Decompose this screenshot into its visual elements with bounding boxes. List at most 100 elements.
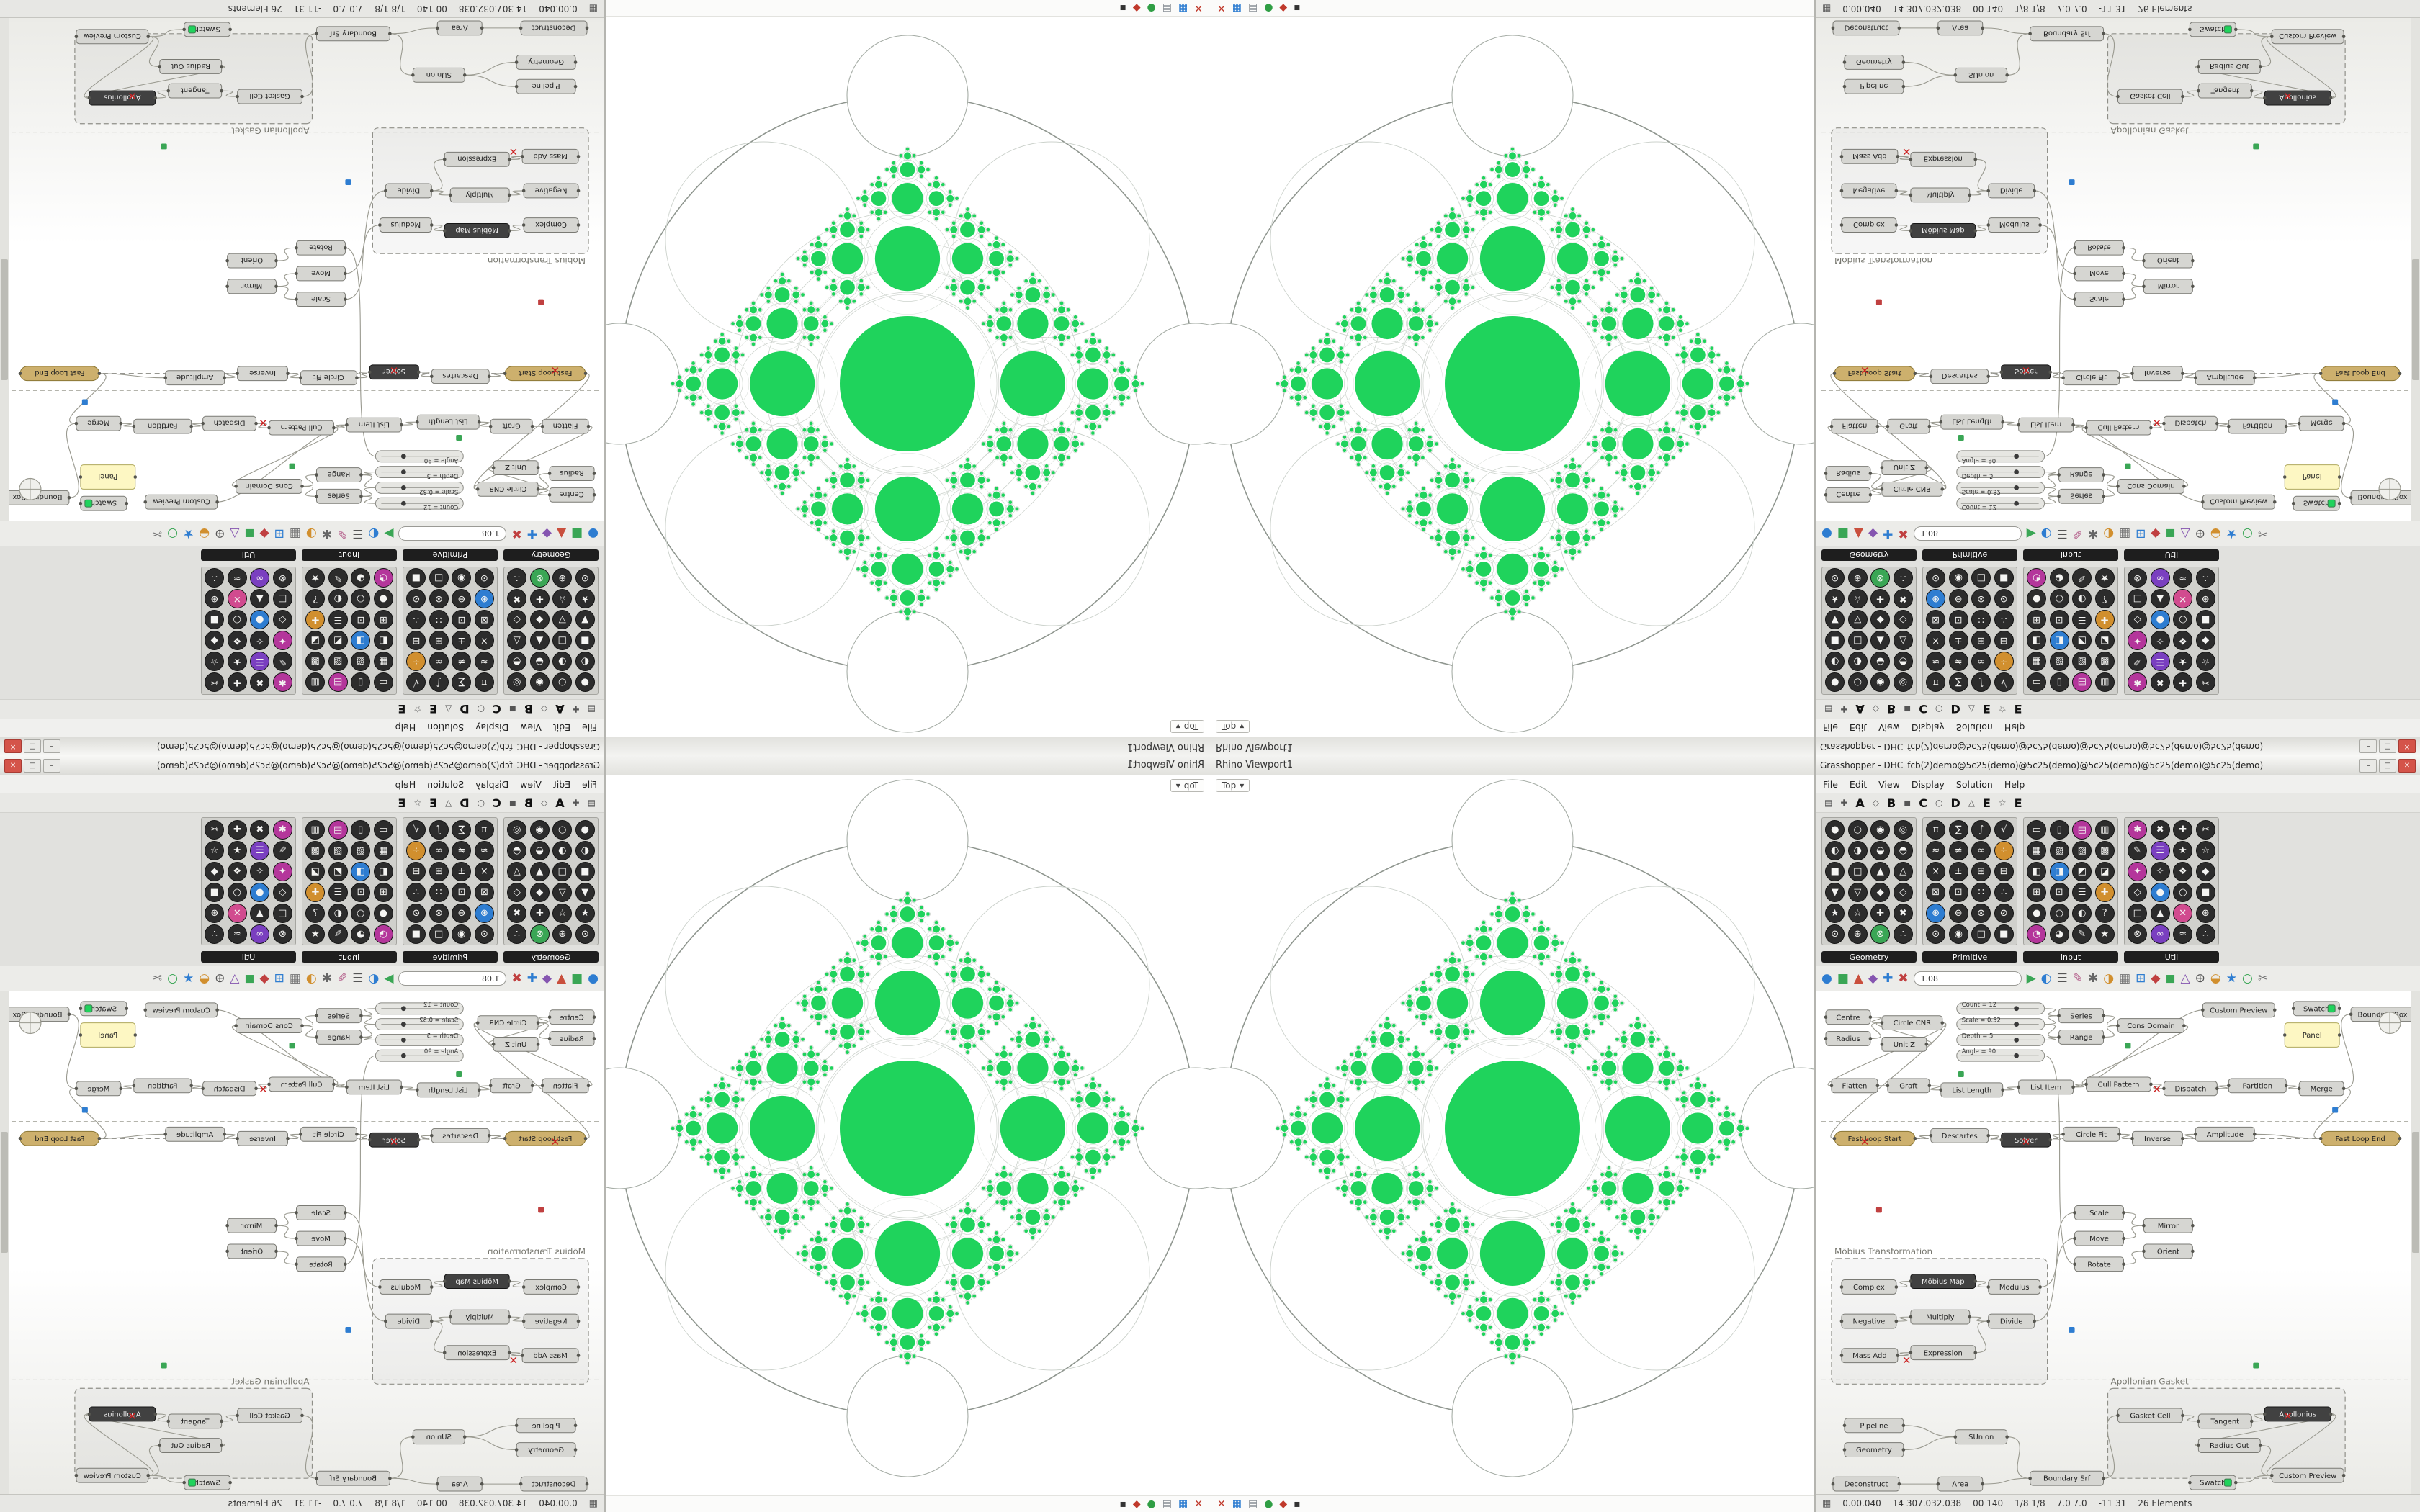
ribbon-tab[interactable]: B xyxy=(524,702,533,716)
component-icon[interactable]: ✖ xyxy=(250,672,270,692)
component-icon[interactable]: ÷ xyxy=(1994,652,2014,671)
gh-node[interactable]: Boundary Srf xyxy=(2028,26,2105,42)
canvas-compass[interactable] xyxy=(19,1012,42,1035)
component-icon[interactable]: ◒ xyxy=(529,652,550,671)
component-icon[interactable]: ✎ xyxy=(328,924,348,944)
component-icon[interactable]: ▲ xyxy=(1870,631,1891,650)
component-icon[interactable]: √ xyxy=(406,672,426,692)
component-icon[interactable]: ✖ xyxy=(507,589,527,608)
ribbon-tab[interactable]: E xyxy=(398,702,406,716)
panel-label-primitive[interactable]: Primitive xyxy=(403,549,498,561)
component-icon[interactable]: ◐ xyxy=(328,589,348,608)
toolbar-icon[interactable]: ◑ xyxy=(2103,526,2115,541)
dock-app-icon[interactable]: ▤ xyxy=(1247,1,1258,14)
node-group[interactable] xyxy=(2107,33,2346,125)
toolbar-icon[interactable]: ◆ xyxy=(259,971,269,986)
component-icon[interactable]: ◑ xyxy=(552,652,573,671)
component-icon[interactable]: ▩ xyxy=(305,652,326,671)
gh-node[interactable]: Range xyxy=(315,467,363,482)
component-icon[interactable]: ○ xyxy=(2049,589,2069,608)
component-icon[interactable]: ⊞ xyxy=(1971,631,1991,650)
gh-node[interactable]: Depth = 5 xyxy=(375,466,464,480)
component-icon[interactable]: ☰ xyxy=(328,610,348,629)
gh-node[interactable]: Apollonius xyxy=(2262,90,2333,106)
gh-node[interactable]: Radius Out xyxy=(158,59,223,74)
component-icon[interactable]: ◧ xyxy=(373,631,393,650)
gh-node[interactable]: Partition xyxy=(132,418,193,434)
gh-node[interactable]: Merge xyxy=(2297,415,2346,431)
component-icon[interactable]: ◪ xyxy=(305,862,326,881)
component-icon[interactable]: ◎ xyxy=(507,820,527,840)
component-icon[interactable]: ▯ xyxy=(351,820,371,840)
component-icon[interactable]: ⊙ xyxy=(575,568,595,588)
gh-node[interactable]: Apollonius xyxy=(87,90,158,106)
component-icon[interactable]: ⊙ xyxy=(474,568,494,588)
toolbar-icon[interactable]: ◐ xyxy=(368,971,380,986)
toolbar-icon[interactable]: ○ xyxy=(167,971,178,986)
component-icon[interactable]: ▧ xyxy=(351,841,371,860)
toolbar-icon[interactable]: ◆ xyxy=(259,526,269,541)
component-icon[interactable]: ∑ xyxy=(452,820,472,840)
component-icon[interactable]: ◓ xyxy=(507,652,527,671)
minimize-button[interactable]: – xyxy=(43,739,60,754)
component-icon[interactable]: ▨ xyxy=(328,841,348,860)
component-icon[interactable]: ⊕ xyxy=(1847,568,1868,588)
gh-node[interactable]: Panel xyxy=(79,464,138,490)
component-icon[interactable]: ❖ xyxy=(227,862,247,881)
component-icon[interactable]: ✱ xyxy=(272,672,292,692)
node-group[interactable] xyxy=(74,1387,313,1479)
component-icon[interactable]: ÷ xyxy=(406,652,426,671)
gh-node[interactable]: Modulus xyxy=(1986,217,2042,233)
component-icon[interactable]: ◆ xyxy=(1870,610,1891,629)
component-icon[interactable]: ▲ xyxy=(250,589,270,608)
component-icon[interactable]: ✕ xyxy=(227,904,247,923)
component-icon[interactable]: □ xyxy=(2128,589,2148,608)
component-icon[interactable]: ▩ xyxy=(305,841,326,860)
panel-label-geometry[interactable]: Geometry xyxy=(1821,549,1917,561)
component-icon[interactable]: ⊡ xyxy=(351,883,371,902)
component-icon[interactable]: ▨ xyxy=(328,652,348,671)
gh-node[interactable]: Divide xyxy=(384,1313,434,1329)
component-icon[interactable]: ▦ xyxy=(2027,652,2047,671)
component-icon[interactable]: ÷ xyxy=(406,841,426,860)
toolbar-icon[interactable]: ◑ xyxy=(305,526,317,541)
gh-node[interactable]: Graft xyxy=(1886,418,1932,434)
gh-node[interactable]: Cull Pattern xyxy=(267,420,336,436)
component-icon[interactable]: ∫ xyxy=(1971,672,1991,692)
gh-node[interactable]: Custom Preview xyxy=(2269,29,2346,45)
gh-node[interactable]: Dispatch xyxy=(2162,415,2219,431)
component-icon[interactable]: ⊖ xyxy=(1948,589,1968,608)
gh-node[interactable]: Merge xyxy=(74,1081,123,1097)
menu-item-display[interactable]: Display xyxy=(475,778,509,790)
component-icon[interactable]: ▧ xyxy=(2049,652,2069,671)
gh-node[interactable]: Complex xyxy=(1839,217,1899,233)
component-icon[interactable]: ≈ xyxy=(227,568,247,588)
component-icon[interactable]: ◩ xyxy=(2072,631,2092,650)
gh-node[interactable]: Boundary Srf xyxy=(315,1470,392,1486)
panel-label-geometry[interactable]: Geometry xyxy=(503,549,599,561)
gh-node[interactable]: Circle CNR xyxy=(475,1015,540,1031)
toolbar-icon[interactable]: ☰ xyxy=(2056,526,2068,541)
dock-app-icon[interactable]: ▪ xyxy=(1119,1,1126,14)
toolbar-icon[interactable]: ✚ xyxy=(1883,526,1894,541)
menu-item-view[interactable]: View xyxy=(520,778,542,790)
gh-node[interactable]: Swatch xyxy=(182,1475,232,1490)
ribbon-tab[interactable]: E xyxy=(1982,702,1991,716)
toolbar-icon[interactable]: ◆ xyxy=(2151,526,2161,541)
component-icon[interactable]: ◨ xyxy=(351,862,371,881)
ribbon-tab[interactable]: C xyxy=(493,796,501,810)
gh-node[interactable]: Angle = 90 xyxy=(375,450,464,464)
component-icon[interactable]: ◉ xyxy=(452,924,472,944)
gh-node[interactable]: Scale xyxy=(295,292,347,307)
component-icon[interactable]: ★ xyxy=(2173,652,2193,671)
component-icon[interactable]: ✖ xyxy=(250,820,270,840)
gh-node[interactable]: Deconstruct xyxy=(1831,20,1901,36)
gh-node[interactable]: Series xyxy=(315,1008,363,1024)
component-icon[interactable]: ● xyxy=(2027,589,2047,608)
ribbon-tab[interactable]: A xyxy=(555,796,565,810)
component-icon[interactable]: ⊠ xyxy=(474,610,494,629)
gh-node[interactable]: Mass Add xyxy=(1839,148,1900,164)
component-icon[interactable]: ⊕ xyxy=(205,589,225,608)
component-icon[interactable]: ? xyxy=(2094,589,2115,608)
gh-node[interactable]: Scale = 0.52 xyxy=(375,481,464,495)
